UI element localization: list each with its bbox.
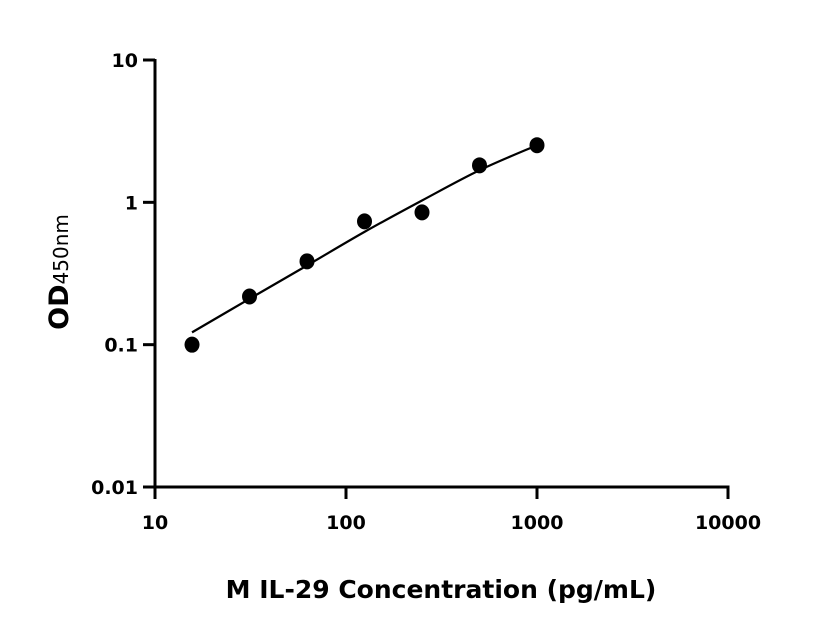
data-point [184, 336, 200, 353]
x-tick-label: 10000 [695, 512, 761, 534]
data-point [357, 213, 373, 230]
y-tick-label: 1 [125, 192, 138, 214]
x-tick-label: 100 [326, 512, 366, 534]
y-axis-label-sub: 450nm [49, 214, 73, 284]
y-axis-label-main: OD [44, 284, 75, 329]
data-points-layer [184, 137, 545, 353]
fit-curve [191, 144, 538, 334]
x-tick-label: 10 [142, 512, 168, 534]
data-point [242, 288, 258, 305]
y-tick-label: 0.01 [91, 477, 138, 499]
y-tick-label: 10 [112, 50, 138, 72]
axes: 10 100 1000 10000 0.01 0.1 1 10 [91, 50, 761, 534]
y-axis-label: OD450nm [44, 214, 75, 330]
data-point [299, 253, 315, 270]
x-tick-label: 1000 [511, 512, 564, 534]
x-axis-label: M IL-29 Concentration (pg/mL) [226, 575, 657, 604]
data-point [529, 137, 545, 154]
y-tick-label: 0.1 [104, 335, 138, 357]
data-point [414, 204, 430, 221]
fit-curve-layer [191, 144, 538, 334]
data-point [472, 157, 488, 174]
